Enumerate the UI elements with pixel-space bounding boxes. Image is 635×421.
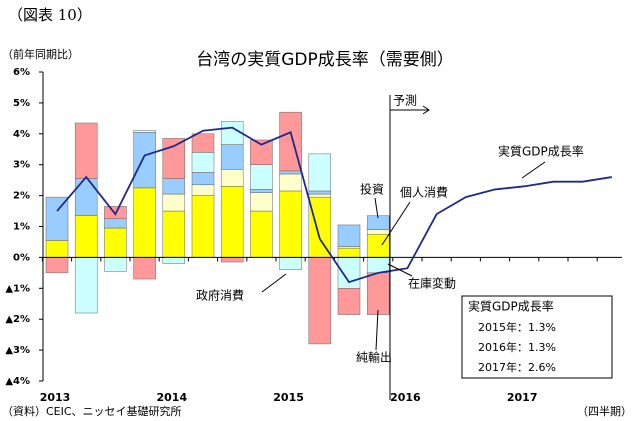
x-tick-label: 2013 xyxy=(40,391,71,404)
box-line: 2016年：1.3% xyxy=(478,340,556,354)
bar-segment xyxy=(74,257,98,314)
bar-segment xyxy=(250,139,273,165)
y-tick-label: ▲4% xyxy=(5,376,30,387)
x-unit-label: （四半期） xyxy=(577,404,632,418)
leader-line xyxy=(374,197,379,219)
series-label: 投資 xyxy=(360,182,384,197)
bar-segment xyxy=(308,196,332,258)
bar-segment xyxy=(45,257,69,274)
bar-segment xyxy=(337,224,361,247)
bar-segment xyxy=(279,190,302,258)
forecast-arrow-head xyxy=(422,105,430,115)
x-tick-label: 2017 xyxy=(507,391,538,404)
y-unit-label: （前年同期比） xyxy=(2,47,79,61)
x-tick-label: 2016 xyxy=(390,391,421,404)
bar-segment xyxy=(220,144,244,170)
forecast-label: 予測 xyxy=(393,94,417,108)
bar-segment xyxy=(74,122,98,179)
bar-segment xyxy=(74,215,98,258)
y-tick-label: 3% xyxy=(13,160,30,171)
bar-segment xyxy=(162,257,186,264)
bar-segment xyxy=(162,178,186,195)
y-tick-label: 5% xyxy=(13,98,30,109)
bar-segment xyxy=(74,178,98,216)
bar-segment xyxy=(162,193,186,212)
leader-line xyxy=(521,161,546,179)
series-label: 純輸出 xyxy=(356,350,392,365)
line-label: 実質GDP成長率 xyxy=(498,144,584,159)
bar-segment xyxy=(250,189,273,193)
box-line: 2015年：1.3% xyxy=(478,320,556,334)
bar-segment xyxy=(337,247,361,258)
bar-segment xyxy=(366,229,390,235)
box-title: 実質GDP成長率 xyxy=(468,299,554,314)
bar-segment xyxy=(279,170,302,175)
summary-box xyxy=(461,295,613,379)
bar-segment xyxy=(220,169,244,187)
bar-segment xyxy=(279,111,302,172)
bar-segment xyxy=(308,190,332,195)
bar-segment xyxy=(366,215,390,230)
bar-segment xyxy=(220,257,244,263)
bar-segment xyxy=(133,257,156,280)
figure-label: （図表 10） xyxy=(8,6,92,24)
bar-segment xyxy=(279,173,302,192)
bar-segment xyxy=(162,210,186,258)
bar-segment xyxy=(308,257,332,345)
y-tick-label: ▲1% xyxy=(5,283,30,294)
bar-segment xyxy=(308,193,332,198)
bar-segment xyxy=(191,133,215,153)
bar-segment xyxy=(250,192,273,212)
bar-segment xyxy=(308,153,332,192)
bar-segment xyxy=(191,195,215,258)
y-tick-label: ▲2% xyxy=(5,314,30,325)
y-tick-label: 2% xyxy=(13,191,30,202)
bar-segment xyxy=(366,233,390,258)
bar-segment xyxy=(279,257,302,271)
leader-line xyxy=(381,201,411,246)
bar-segment xyxy=(45,196,69,241)
bar-segment xyxy=(191,172,215,186)
bar-segment xyxy=(104,227,127,258)
bar-segment xyxy=(133,130,156,133)
line-series xyxy=(56,126,612,284)
series-label: 在庫変動 xyxy=(408,276,456,291)
box-line: 2017年：2.6% xyxy=(478,360,556,374)
bar-segment xyxy=(162,138,186,179)
bar-segment xyxy=(250,210,273,258)
bar-segment xyxy=(220,186,244,258)
y-tick-label: 6% xyxy=(13,67,30,78)
series-label: 政府消費 xyxy=(196,288,244,303)
y-tick-label: 1% xyxy=(13,222,30,233)
bar-segment xyxy=(337,288,361,315)
bar-segment xyxy=(133,132,156,189)
bar-segment xyxy=(250,164,273,190)
x-tick-label: 2015 xyxy=(273,391,304,404)
leader-line xyxy=(375,309,379,351)
y-tick-label: ▲3% xyxy=(5,345,30,356)
bar-segment xyxy=(104,218,127,229)
bar-segment xyxy=(337,257,361,289)
bar-segment xyxy=(104,257,127,272)
y-tick-label: 0% xyxy=(13,252,30,263)
bar-segment xyxy=(366,257,390,274)
bar-segment xyxy=(45,240,69,258)
source: （資料）CEIC、ニッセイ基礎研究所 xyxy=(2,404,182,418)
chart-title: 台湾の実質GDP成長率（需要側） xyxy=(196,50,454,70)
x-tick-label: 2014 xyxy=(156,391,187,404)
bar-segment xyxy=(366,272,390,315)
y-tick-label: 4% xyxy=(13,129,30,140)
leader-line xyxy=(261,273,287,293)
bar-segment xyxy=(191,184,215,196)
bar-segment xyxy=(133,187,156,258)
bar-segment xyxy=(191,152,215,173)
series-label: 個人消費 xyxy=(400,185,448,200)
leader-line xyxy=(387,263,413,277)
